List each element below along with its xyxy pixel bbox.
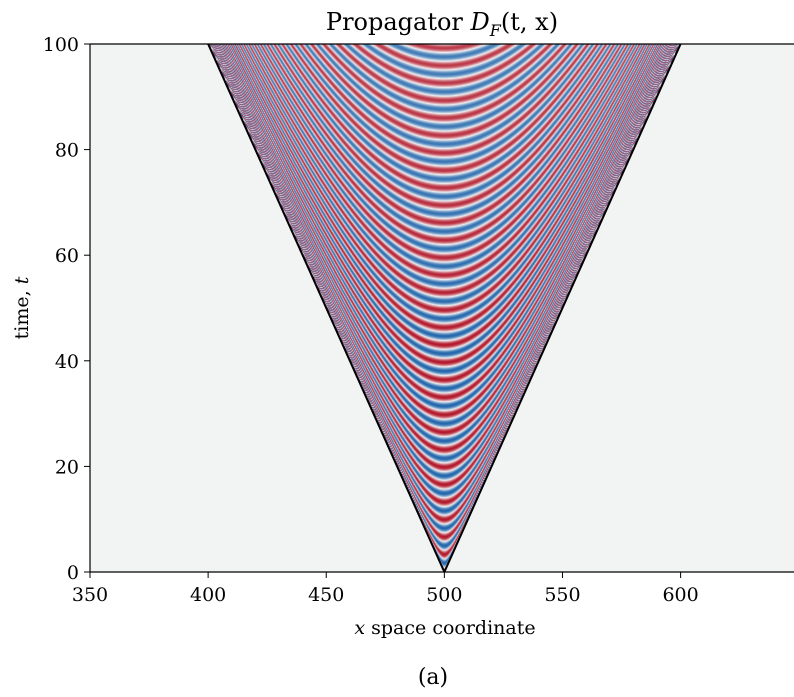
y-axis-ticks: 0 20 40 60 80 100 bbox=[43, 34, 90, 584]
x-tick-label: 450 bbox=[308, 584, 344, 606]
x-tick-label: 600 bbox=[662, 584, 698, 606]
y-axis-label: time, t bbox=[11, 276, 33, 339]
y-tick-label: 60 bbox=[55, 245, 79, 267]
y-tick-label: 20 bbox=[55, 456, 79, 478]
x-axis-ticks: 350 400 450 500 550 600 bbox=[72, 572, 699, 606]
x-tick-label: 550 bbox=[544, 584, 580, 606]
x-tick-label: 500 bbox=[426, 584, 462, 606]
heatmap bbox=[90, 44, 794, 572]
light-cone-right-edge bbox=[443, 44, 682, 572]
x-axis-label: x space coordinate bbox=[354, 617, 535, 639]
heatmap-image bbox=[90, 44, 794, 572]
y-tick-label: 0 bbox=[67, 562, 79, 584]
y-tick-label: 40 bbox=[55, 351, 79, 373]
light-cone-left-edge bbox=[207, 44, 446, 572]
figure-caption: (a) bbox=[418, 665, 448, 690]
y-tick-label: 80 bbox=[55, 140, 79, 162]
x-tick-label: 400 bbox=[190, 584, 226, 606]
y-tick-label: 100 bbox=[43, 34, 79, 56]
axes-frame bbox=[89, 43, 794, 573]
x-tick-label: 350 bbox=[72, 584, 108, 606]
chart-title: Propagator DF(t, x) bbox=[326, 8, 558, 40]
light-cone-boundary bbox=[207, 44, 682, 572]
